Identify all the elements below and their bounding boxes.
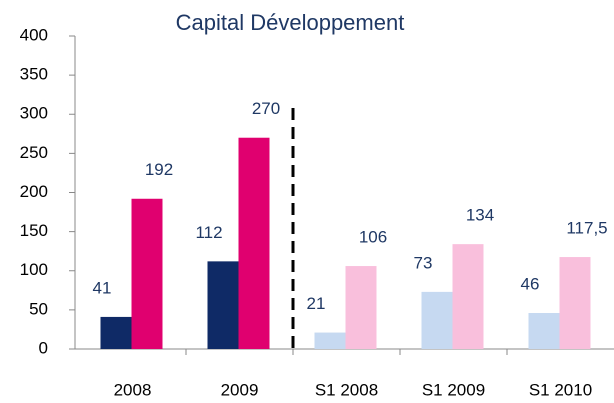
x-tick-label: S1 2009 [422,380,485,399]
data-label: 73 [414,253,433,272]
data-label: 112 [195,223,222,242]
bar [452,244,484,349]
x-tick-label: S1 2008 [315,380,378,399]
bar [238,137,270,349]
data-label: 21 [307,294,326,313]
bar [314,332,346,349]
y-tick-label: 0 [39,338,48,357]
y-tick-label: 300 [20,104,48,123]
bar [421,291,453,349]
y-tick-label: 100 [20,260,48,279]
data-label: 117,5 [566,219,607,238]
chart-title: Capital Développement [176,10,405,35]
x-tick-label: S1 2010 [529,380,592,399]
data-label: 106 [359,228,387,247]
y-tick-label: 50 [29,299,48,318]
data-label: 270 [252,99,280,118]
bar [559,257,591,349]
y-tick-label: 250 [20,143,48,162]
x-tick-label: 2009 [221,380,259,399]
bar [131,198,163,349]
y-tick-label: 350 [20,65,48,84]
data-label: 41 [93,278,112,297]
bar [100,316,132,349]
y-tick-label: 150 [20,221,48,240]
x-tick-label: 2008 [114,380,152,399]
y-tick-label: 400 [20,25,48,44]
bar [528,313,560,349]
data-label: 192 [145,160,173,179]
data-label: 46 [521,274,540,293]
data-label: 134 [466,206,494,225]
bar [345,266,377,349]
y-tick-label: 200 [20,182,48,201]
bar [207,261,239,349]
